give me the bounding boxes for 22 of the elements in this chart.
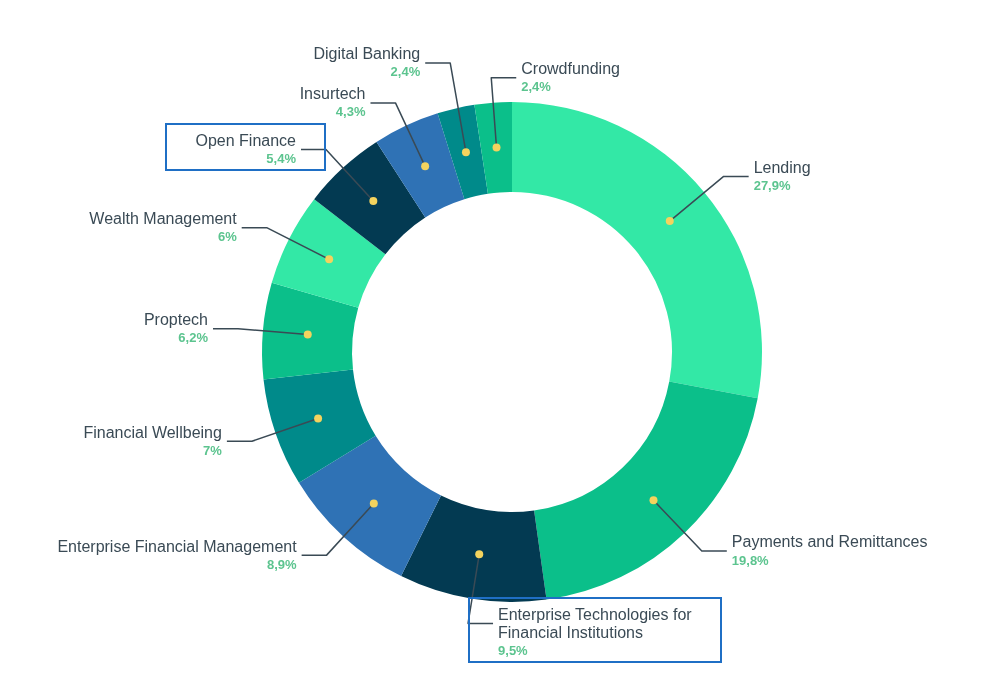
slice-label: Digital Banking (313, 45, 421, 63)
slice-label: Crowdfunding (521, 60, 620, 78)
data-label: 2,4% (521, 79, 552, 95)
data-label: 19,8% (731, 552, 770, 568)
data-label: 2,4% (390, 64, 421, 80)
data-label: 27,9% (753, 177, 791, 193)
slice-label: Enterprise Technologies for Financial Institutions (498, 605, 693, 641)
data-label: 5,4% (266, 151, 297, 167)
slice-label: Insurtech (299, 85, 366, 103)
slice-label: Proptech (143, 311, 208, 329)
data-label: 9,5% (498, 643, 529, 659)
slice-label: Financial Wellbeing (83, 423, 222, 441)
data-label: 4,3% (335, 104, 366, 120)
data-label: 8,9% (266, 556, 298, 572)
slice-label: Enterprise Financial Management (57, 537, 298, 555)
slice-label: Wealth Management (89, 210, 238, 228)
data-label: 7% (203, 442, 223, 458)
slice-label: Payments and Remittances (731, 533, 928, 551)
data-label: 6% (217, 229, 238, 245)
data-label: 6,2% (178, 330, 209, 346)
slice-label: Open Finance (195, 131, 297, 149)
slice-label: Lending (753, 158, 811, 176)
